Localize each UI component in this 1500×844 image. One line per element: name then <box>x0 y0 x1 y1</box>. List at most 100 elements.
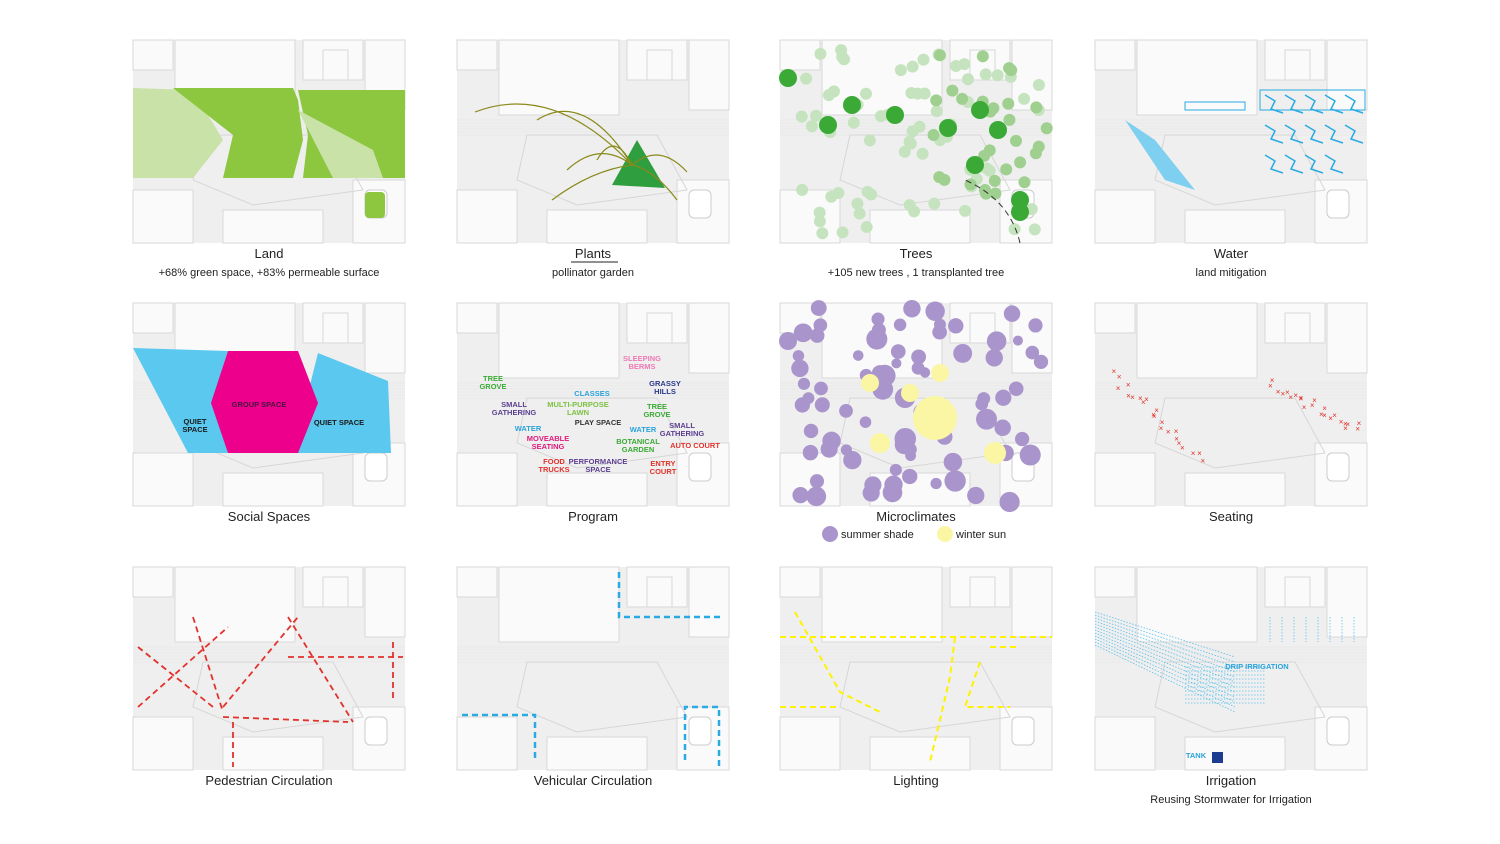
pollinator-path <box>631 154 688 173</box>
vehicle <box>1326 716 1350 746</box>
tree-large <box>843 96 861 114</box>
shade-zone <box>1025 345 1040 360</box>
drip-line <box>1094 620 1236 673</box>
tree-existing <box>825 190 838 203</box>
tree-existing <box>813 215 826 228</box>
sun-zone <box>984 442 1006 464</box>
shade-zone <box>911 349 927 365</box>
drip-line <box>1094 611 1236 658</box>
drip-line <box>1094 617 1236 668</box>
seat-mark: × <box>1177 439 1182 448</box>
seat-mark: × <box>1276 388 1281 397</box>
garden <box>612 140 665 188</box>
legend-swatch <box>937 526 953 542</box>
plaza-pattern <box>1154 397 1326 469</box>
building <box>322 576 349 608</box>
sun-zone <box>901 384 919 402</box>
seat-mark: × <box>1138 394 1143 403</box>
tree-existing <box>903 135 916 148</box>
tree-large <box>779 69 797 87</box>
building <box>779 39 821 71</box>
panel: TREEGROVESMALLGATHERINGWATERMOVEABLESEAT… <box>456 302 730 507</box>
panel: ××× ×× × × ×××××××× ××××× ××××× × ×× × ×××××××× × ××… <box>1094 302 1368 507</box>
map-label: BOTANICAL <box>616 437 660 446</box>
water-flow <box>1344 124 1364 144</box>
water-flow <box>1284 94 1304 114</box>
seat-mark: × <box>1270 376 1275 385</box>
water-flow <box>1264 94 1284 114</box>
basin <box>1184 101 1246 111</box>
plaza-pattern <box>516 134 688 206</box>
shade-zone <box>871 312 885 326</box>
building <box>869 209 971 244</box>
building <box>546 209 648 244</box>
tree-large <box>971 101 989 119</box>
sun-zone <box>931 364 949 382</box>
shade-zone <box>986 331 1007 351</box>
panel-subtitle: +105 new trees , 1 transplanted tree <box>828 267 1004 279</box>
panel-title: Lighting <box>893 773 939 788</box>
pedestrian-route <box>192 616 224 713</box>
tree-large <box>939 119 957 137</box>
building <box>132 566 174 598</box>
shade-zone <box>806 486 827 507</box>
seat-mark: × <box>1117 372 1122 381</box>
drip-line <box>1094 629 1236 688</box>
water-flow <box>1344 94 1364 114</box>
seat-mark: × <box>1151 411 1156 420</box>
building <box>498 302 620 379</box>
tree-new <box>1040 122 1053 135</box>
shade-zone <box>793 323 813 343</box>
map-label: PERFORMANCE <box>569 457 628 466</box>
shade-zone <box>944 470 966 492</box>
seat-mark: × <box>1180 444 1185 453</box>
building <box>222 736 324 771</box>
water-flow <box>1304 124 1324 144</box>
panel-title: Pedestrian Circulation <box>205 773 332 788</box>
panel <box>456 566 730 771</box>
building <box>364 302 406 374</box>
vehicle <box>1326 452 1350 482</box>
building <box>646 312 673 344</box>
light-line <box>963 661 1010 708</box>
tree-existing <box>1028 223 1041 236</box>
tree-new <box>1030 101 1043 114</box>
tree-existing <box>853 207 866 220</box>
building <box>1326 302 1368 374</box>
shade-zone <box>813 318 828 333</box>
seat-mark: × <box>1332 411 1337 420</box>
seat-mark: × <box>1328 414 1333 423</box>
building <box>1136 566 1258 643</box>
vehicle <box>1011 716 1035 746</box>
shade-zone <box>873 364 896 387</box>
sun-zone <box>870 433 890 453</box>
tree-existing <box>851 197 864 210</box>
pedestrian-route <box>137 646 214 708</box>
vehicle-route <box>617 572 722 619</box>
group-space <box>211 351 318 453</box>
map-label: GATHERING <box>492 408 537 417</box>
tree-existing <box>950 59 963 72</box>
tree-new <box>1003 113 1016 126</box>
shade-zone <box>1014 431 1030 447</box>
seat-mark: × <box>1322 411 1327 420</box>
seat-mark: × <box>1126 391 1131 400</box>
transplant-arrow <box>964 179 1021 244</box>
tree-existing <box>796 183 809 196</box>
tree-new <box>933 49 946 62</box>
quiet-space <box>293 353 391 453</box>
pollinator-path <box>474 103 633 166</box>
building <box>688 566 730 638</box>
panel <box>132 566 406 771</box>
pedestrian-route <box>287 616 354 723</box>
map-label: FOOD <box>543 457 565 466</box>
shade-zone <box>999 491 1020 513</box>
drip-line <box>1094 614 1236 663</box>
shade-zone <box>891 358 902 369</box>
map-label: TANK <box>1186 751 1207 760</box>
vehicle-route <box>683 705 721 767</box>
building <box>779 716 841 771</box>
shade-zone <box>859 416 872 428</box>
building <box>1094 302 1136 334</box>
panel <box>1094 39 1368 244</box>
